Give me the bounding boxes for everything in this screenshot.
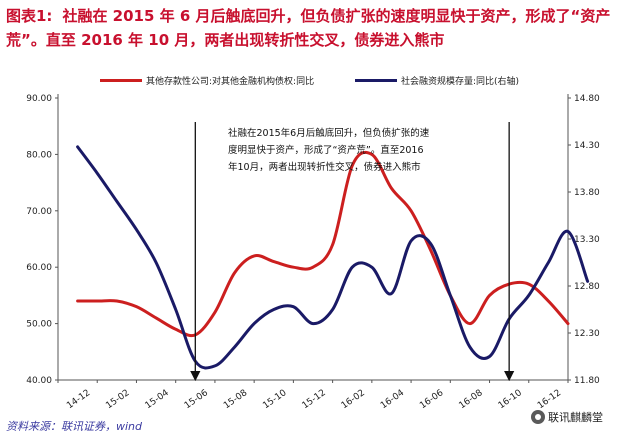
y-left-tick-label: 70.00: [26, 207, 52, 217]
x-tick-label: 15-10: [261, 388, 288, 411]
y-right-tick-label: 14.80: [574, 94, 600, 104]
x-tick-label: 16-12: [536, 388, 563, 411]
series-line-2: [76, 145, 590, 370]
legend-item-series-2: 社会融资规模存量:同比(右轴): [355, 74, 519, 87]
source-note: 资料来源：联讯证券，wind: [6, 420, 143, 433]
x-tick-label: 16-02: [340, 388, 367, 411]
y-left-tick-label: 80.00: [26, 150, 52, 160]
y-right-tick-label: 12.30: [574, 329, 600, 339]
x-tick-label: 16-04: [379, 388, 406, 411]
x-tick-label: 15-08: [222, 388, 249, 411]
chart-title: 图表1: 社融在 2015 年 6 月后触底回升，但负债扩张的速度明显快于资产，形…: [6, 4, 634, 52]
y-left-tick-label: 90.00: [26, 94, 52, 104]
watermark: 联讯麒麟堂: [531, 409, 603, 425]
watermark-text: 联讯麒麟堂: [548, 411, 603, 424]
legend-swatch-series-1: [100, 79, 142, 82]
y-left-tick-label: 50.00: [26, 320, 52, 330]
y-right-tick-label: 14.30: [574, 141, 600, 151]
x-tick-label: 15-12: [301, 388, 328, 411]
y-left-tick-label: 40.00: [26, 376, 52, 386]
brand-logo-icon: [531, 410, 545, 424]
legend-label-series-1: 其他存款性公司:对其他金融机构债权:同比: [146, 77, 315, 87]
legend-swatch-series-2: [355, 79, 397, 82]
series-line-1: [76, 150, 570, 338]
y-right-tick-label: 13.80: [574, 188, 600, 198]
x-tick-label: 16-10: [497, 388, 524, 411]
legend-item-series-1: 其他存款性公司:对其他金融机构债权:同比: [100, 74, 314, 87]
x-tick-label: 16-06: [418, 388, 445, 411]
annotation-line-3: 年10月，两者出现转折性交叉，债券进入熊市: [228, 161, 421, 173]
annotation-line-2: 度明显快于资产，形成了“资产荒”。直至2016: [228, 144, 424, 156]
x-tick-label: 15-04: [144, 388, 171, 411]
y-left-tick-label: 60.00: [26, 263, 52, 273]
x-tick-label: 14-12: [65, 388, 92, 411]
x-tick-label: 16-08: [457, 388, 484, 411]
legend-label-series-2: 社会融资规模存量:同比(右轴): [401, 77, 520, 87]
annotation-line-1: 社融在2015年6月后触底回升，但负债扩张的速: [228, 127, 430, 139]
figure-label: 图表1:: [6, 7, 53, 25]
x-tick-label: 15-02: [104, 388, 131, 411]
x-tick-label: 15-06: [183, 388, 210, 411]
y-right-tick-label: 13.30: [574, 235, 600, 245]
title-text: 社融在 2015 年 6 月后触底回升，但负债扩张的速度明显快于资产，形成了“资…: [6, 7, 611, 49]
y-right-tick-label: 11.80: [574, 376, 600, 386]
y-right-tick-label: 12.80: [574, 282, 600, 292]
